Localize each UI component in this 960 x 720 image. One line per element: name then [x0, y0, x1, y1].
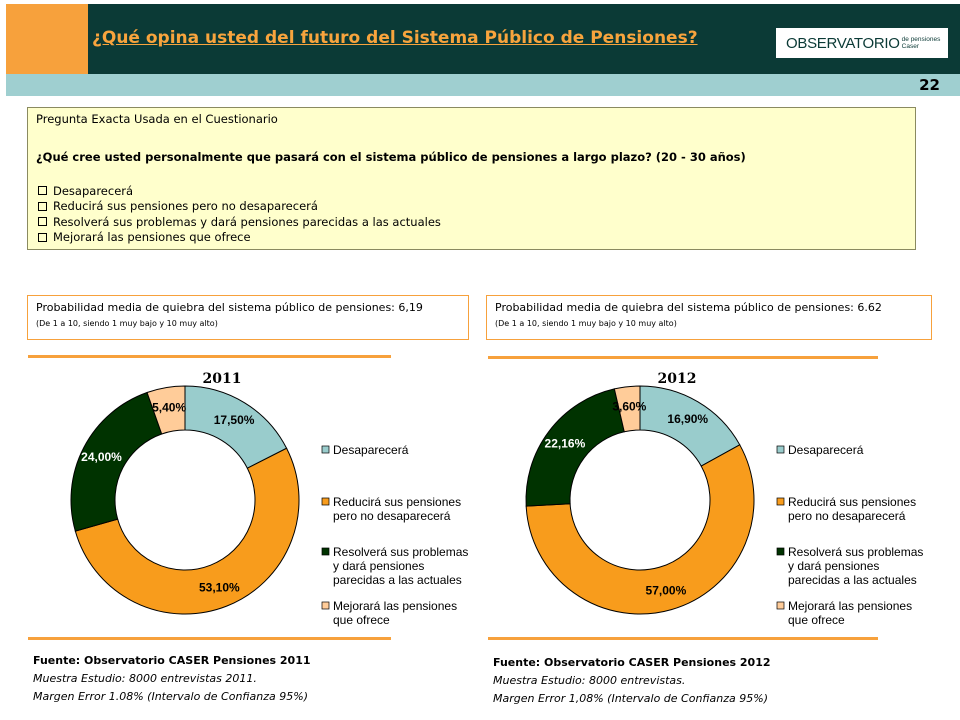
legend-label: pero no desaparecerá [333, 509, 451, 523]
logo-subtext-1: de pensiones [901, 36, 941, 43]
header-orange-block [6, 4, 88, 74]
source-margin: Margen Error 1,08% (Intervalo de Confian… [493, 692, 768, 705]
legend-label: y dará pensiones [788, 559, 879, 573]
options-list: Desaparecerá Reducirá sus pensiones pero… [36, 183, 441, 245]
source-sample: Muestra Estudio: 8000 entrevistas 2011. [33, 672, 257, 685]
page-number: 22 [919, 76, 940, 94]
source-title: Fuente: Observatorio CASER Pensiones 201… [493, 656, 771, 669]
option-label: Reducirá sus pensiones pero no desaparec… [53, 199, 318, 214]
divider-top-2011 [28, 355, 391, 358]
list-item: Reducirá sus pensiones pero no desaparec… [36, 199, 441, 215]
chart-title: 2012 [658, 371, 697, 387]
donut-slice-reducira[interactable] [525, 444, 755, 615]
slice-label: 24,00% [81, 450, 122, 464]
question-box: Pregunta Exacta Usada en el Cuestionario… [27, 107, 916, 250]
legend-label: que ofrece [333, 613, 390, 627]
legend-label: Reducirá sus pensiones [333, 495, 461, 509]
slice-label: 53,10% [199, 581, 240, 595]
donut-slice-reducira[interactable] [74, 447, 300, 615]
legend-label: Desaparecerá [333, 443, 409, 457]
legend-label: Mejorará las pensiones [333, 599, 457, 613]
legend-swatch [776, 497, 785, 506]
source-note-2012: Fuente: Observatorio CASER Pensiones 201… [493, 654, 771, 708]
probability-scale-note: (De 1 a 10, siendo 1 muy bajo y 10 muy a… [36, 319, 218, 328]
source-margin: Margen Error 1.08% (Intervalo de Confian… [33, 690, 308, 703]
legend-swatch [321, 601, 330, 610]
source-sample: Muestra Estudio: 8000 entrevistas. [493, 674, 686, 687]
probability-scale-note: (De 1 a 10, siendo 1 muy bajo y 10 muy a… [495, 319, 677, 328]
slice-label: 16,90% [667, 412, 708, 426]
donut-chart-2011: 2011 17,50% 53,10% 24,00% 5,40% Desaparecerá R… [70, 371, 468, 627]
legend-label: parecidas a las actuales [788, 573, 917, 587]
legend-label: Mejorará las pensiones [788, 599, 912, 613]
source-note-2011: Fuente: Observatorio CASER Pensiones 201… [33, 652, 311, 706]
logo-subtext: de pensiones Caser [902, 36, 941, 50]
legend-swatch [321, 445, 330, 454]
checkbox-icon [38, 217, 47, 227]
legend-swatch [776, 547, 785, 556]
checkbox-icon [38, 186, 47, 196]
donut-slice-mejorara[interactable] [613, 385, 641, 433]
legend-label: Resolverá sus problemas [788, 545, 923, 559]
header-band [6, 74, 960, 96]
option-label: Resolverá sus problemas y dará pensiones… [53, 214, 441, 229]
probability-text: Probabilidad media de quiebra del sistem… [36, 301, 423, 314]
source-title: Fuente: Observatorio CASER Pensiones 201… [33, 654, 311, 667]
checkbox-icon [38, 201, 47, 211]
legend-swatch [776, 445, 785, 454]
legend-label: pero no desaparecerá [788, 509, 906, 523]
logo-subtext-2: Caser [901, 43, 919, 50]
legend-swatch [776, 601, 785, 610]
probability-text: Probabilidad media de quiebra del sistem… [495, 301, 882, 314]
observatorio-logo: OBSERVATORIO de pensiones Caser [776, 28, 948, 58]
chart-title: 2011 [203, 371, 242, 387]
legend-label: Resolverá sus problemas [333, 545, 468, 559]
legend-label: que ofrece [788, 613, 845, 627]
list-item: Resolverá sus problemas y dará pensiones… [36, 214, 441, 230]
legend-label: y dará pensiones [333, 559, 424, 573]
donut-slice-mejorara[interactable] [146, 385, 186, 435]
donut-chart-2012: 2012 16,90% 57,00% 22,16% 3,60% Desaparecerá R… [525, 371, 923, 627]
legend-label: parecidas a las actuales [333, 573, 462, 587]
logo-text: OBSERVATORIO [786, 34, 900, 52]
checkbox-icon [38, 232, 47, 242]
list-item: Mejorará las pensiones que ofrece [36, 230, 441, 246]
slice-label: 5,40% [152, 400, 186, 414]
slice-label: 22,16% [545, 436, 586, 450]
probability-box-2012: Probabilidad media de quiebra del sistem… [486, 295, 932, 340]
question-intro: Pregunta Exacta Usada en el Cuestionario [36, 112, 278, 126]
divider-top-2012 [488, 356, 878, 359]
slice-label: 57,00% [646, 583, 687, 597]
divider-bottom-2012 [488, 637, 878, 640]
question-text: ¿Qué cree usted personalmente que pasará… [36, 150, 746, 164]
list-item: Desaparecerá [36, 183, 441, 199]
legend-swatch [321, 547, 330, 556]
probability-box-2011: Probabilidad media de quiebra del sistem… [27, 295, 469, 340]
legend-label: Reducirá sus pensiones [788, 495, 916, 509]
option-label: Desaparecerá [53, 183, 134, 198]
slice-label: 3,60% [612, 400, 646, 414]
legend-label: Desaparecerá [788, 443, 864, 457]
legend-swatch [321, 497, 330, 506]
option-label: Mejorará las pensiones que ofrece [53, 230, 251, 245]
divider-bottom-2011 [28, 637, 391, 640]
slice-label: 17,50% [214, 413, 255, 427]
page-title[interactable]: ¿Qué opina usted del futuro del Sistema … [92, 28, 698, 48]
